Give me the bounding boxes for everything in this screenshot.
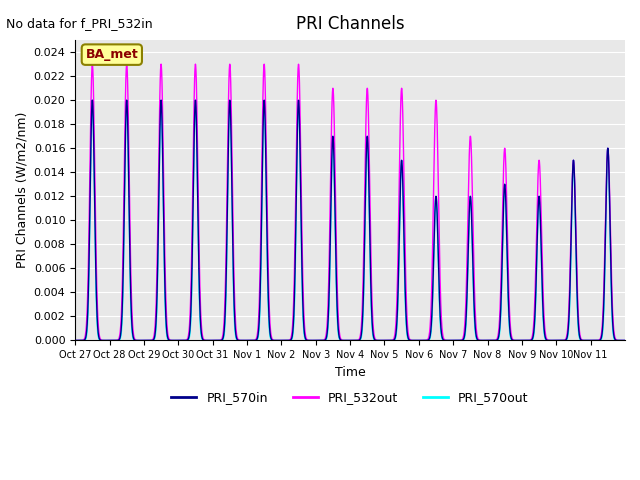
PRI_532out [88,61,96,67]
Legend: PRI_570in, PRI_532out, PRI_570out: PRI_570in, PRI_532out, PRI_570out [166,386,534,409]
X-axis label: Time: Time [335,366,365,379]
PRI_570out [420,337,428,343]
PRI_570out [615,337,623,343]
PRI_570in [420,337,428,343]
PRI_570in [88,97,96,103]
PRI_570in [538,242,545,248]
PRI_532out [184,335,192,341]
PRI_570out [88,97,96,103]
PRI_570in [469,268,477,274]
PRI_532out [621,337,629,343]
PRI_532out [420,337,428,343]
PRI_570out [71,337,79,343]
Y-axis label: PRI Channels (W/m2/nm): PRI Channels (W/m2/nm) [15,112,28,268]
PRI_570out [469,276,477,282]
Line: PRI_570in: PRI_570in [75,100,625,340]
PRI_532out [615,337,623,343]
PRI_532out [71,337,79,343]
Title: PRI Channels: PRI Channels [296,15,404,33]
Text: No data for f_PRI_532in: No data for f_PRI_532in [6,17,153,30]
PRI_570in [184,337,192,343]
PRI_570out [184,337,192,343]
Text: BA_met: BA_met [86,48,138,61]
PRI_570in [621,337,629,343]
PRI_570in [71,337,79,343]
PRI_532out [469,225,477,231]
PRI_570in [504,288,512,294]
Line: PRI_532out: PRI_532out [75,64,625,340]
PRI_570out [504,298,512,303]
PRI_570out [621,337,629,343]
PRI_570in [615,337,623,343]
PRI_532out [538,209,545,215]
PRI_570out [538,249,545,255]
PRI_532out [504,263,512,268]
Line: PRI_570out: PRI_570out [75,100,625,340]
